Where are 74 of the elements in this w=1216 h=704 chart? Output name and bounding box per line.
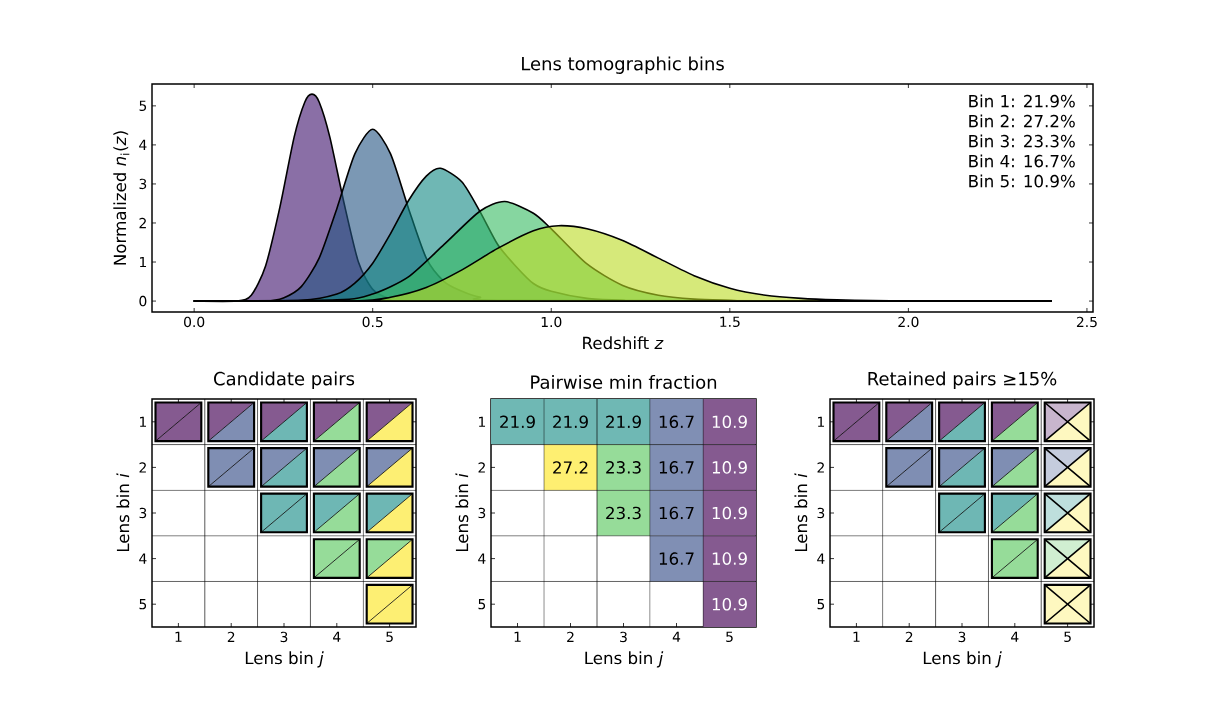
data-label: 16.7: [659, 552, 694, 565]
y-tick-label: 2: [139, 462, 146, 473]
y-tick-label: 5: [817, 599, 825, 610]
x-axis-title: Lens bin j: [585, 651, 664, 668]
y-tick-label: 1: [479, 416, 486, 427]
annotation: Bin 2: 27.2%: [969, 114, 1075, 128]
y-axis-title: Lens bin i: [455, 473, 469, 552]
data-label: 16.7: [659, 506, 694, 520]
y-axis-title: Lens bin i: [116, 473, 130, 552]
y-tick-label: 3: [817, 507, 825, 519]
x-axis-title: Lens bin j: [923, 651, 1002, 668]
x-tick-label: 1.5: [720, 316, 740, 327]
y-tick-label: 2: [478, 462, 485, 473]
chart-title: Lens tomographic bins: [522, 56, 724, 74]
data-label: 10.9: [712, 552, 747, 565]
x-tick-label: 0.0: [184, 316, 205, 328]
x-tick-label: 5: [386, 631, 393, 643]
y-axis-title: Normalized n$_{i}$(z): [113, 131, 130, 265]
chart-title: Retained pairs ≥15%: [868, 371, 1057, 389]
x-tick-label: 1: [175, 631, 182, 642]
y-tick-label: 5: [139, 599, 147, 610]
y-tick-label: 4: [817, 553, 825, 564]
x-tick-label: 2.5: [1076, 316, 1097, 328]
x-tick-label: 4: [672, 631, 681, 642]
y-tick-label: 2: [139, 217, 146, 229]
annotation: Bin 5: 10.9%: [969, 174, 1075, 188]
data-label: 10.9: [712, 415, 747, 429]
y-tick-label: 1: [818, 416, 825, 427]
data-label: 10.9: [712, 461, 747, 474]
data-label: 21.9: [553, 415, 588, 429]
y-tick-label: 3: [139, 507, 147, 519]
y-tick-label: 1: [140, 416, 147, 427]
data-label: 23.3: [606, 461, 641, 474]
x-tick-label: 1: [514, 631, 521, 642]
x-tick-label: 2: [567, 631, 574, 643]
chart-title: Candidate pairs: [214, 371, 355, 389]
data-label: 27.2: [553, 461, 588, 474]
annotation: Bin 3: 23.3%: [969, 134, 1075, 148]
x-axis-title: Lens bin j: [245, 651, 324, 668]
data-label: 21.9: [606, 415, 641, 429]
x-tick-label: 4: [333, 631, 341, 642]
y-tick-label: 5: [478, 599, 486, 610]
x-tick-label: 4: [1011, 631, 1019, 642]
data-label: 23.3: [606, 506, 641, 520]
x-tick-label: 5: [726, 631, 733, 643]
x-tick-label: 5: [1064, 631, 1071, 643]
x-tick-label: 3: [620, 631, 627, 643]
y-axis-title: Lens bin i: [794, 473, 808, 552]
x-tick-label: 0.5: [362, 316, 383, 328]
x-tick-label: 3: [958, 631, 966, 643]
data-label: 10.9: [712, 506, 747, 520]
x-tick-label: 1.0: [541, 316, 562, 328]
annotation: Bin 1: 21.9%: [969, 94, 1075, 108]
y-tick-label: 3: [139, 178, 147, 190]
x-tick-label: 3: [280, 631, 288, 643]
x-tick-label: 2: [227, 631, 235, 643]
chart-title: Pairwise min fraction: [531, 375, 717, 389]
y-tick-label: 3: [478, 507, 486, 519]
x-tick-label: 2.0: [898, 316, 919, 328]
y-tick-label: 1: [140, 256, 147, 268]
data-label: 16.7: [659, 415, 694, 429]
x-tick-label: 1: [853, 631, 860, 642]
y-tick-label: 5: [139, 100, 147, 112]
y-tick-label: 4: [139, 553, 147, 564]
data-label: 21.9: [500, 415, 535, 429]
y-tick-label: 4: [478, 553, 486, 564]
x-tick-label: 2: [905, 631, 913, 643]
x-axis-title: Redshift z: [583, 336, 664, 350]
y-tick-label: 0: [139, 295, 147, 307]
y-tick-label: 4: [139, 139, 147, 150]
data-label: 10.9: [712, 597, 747, 611]
data-label: 16.7: [659, 461, 694, 474]
y-tick-label: 2: [817, 462, 824, 473]
annotation: Bin 4: 16.7%: [969, 154, 1075, 168]
